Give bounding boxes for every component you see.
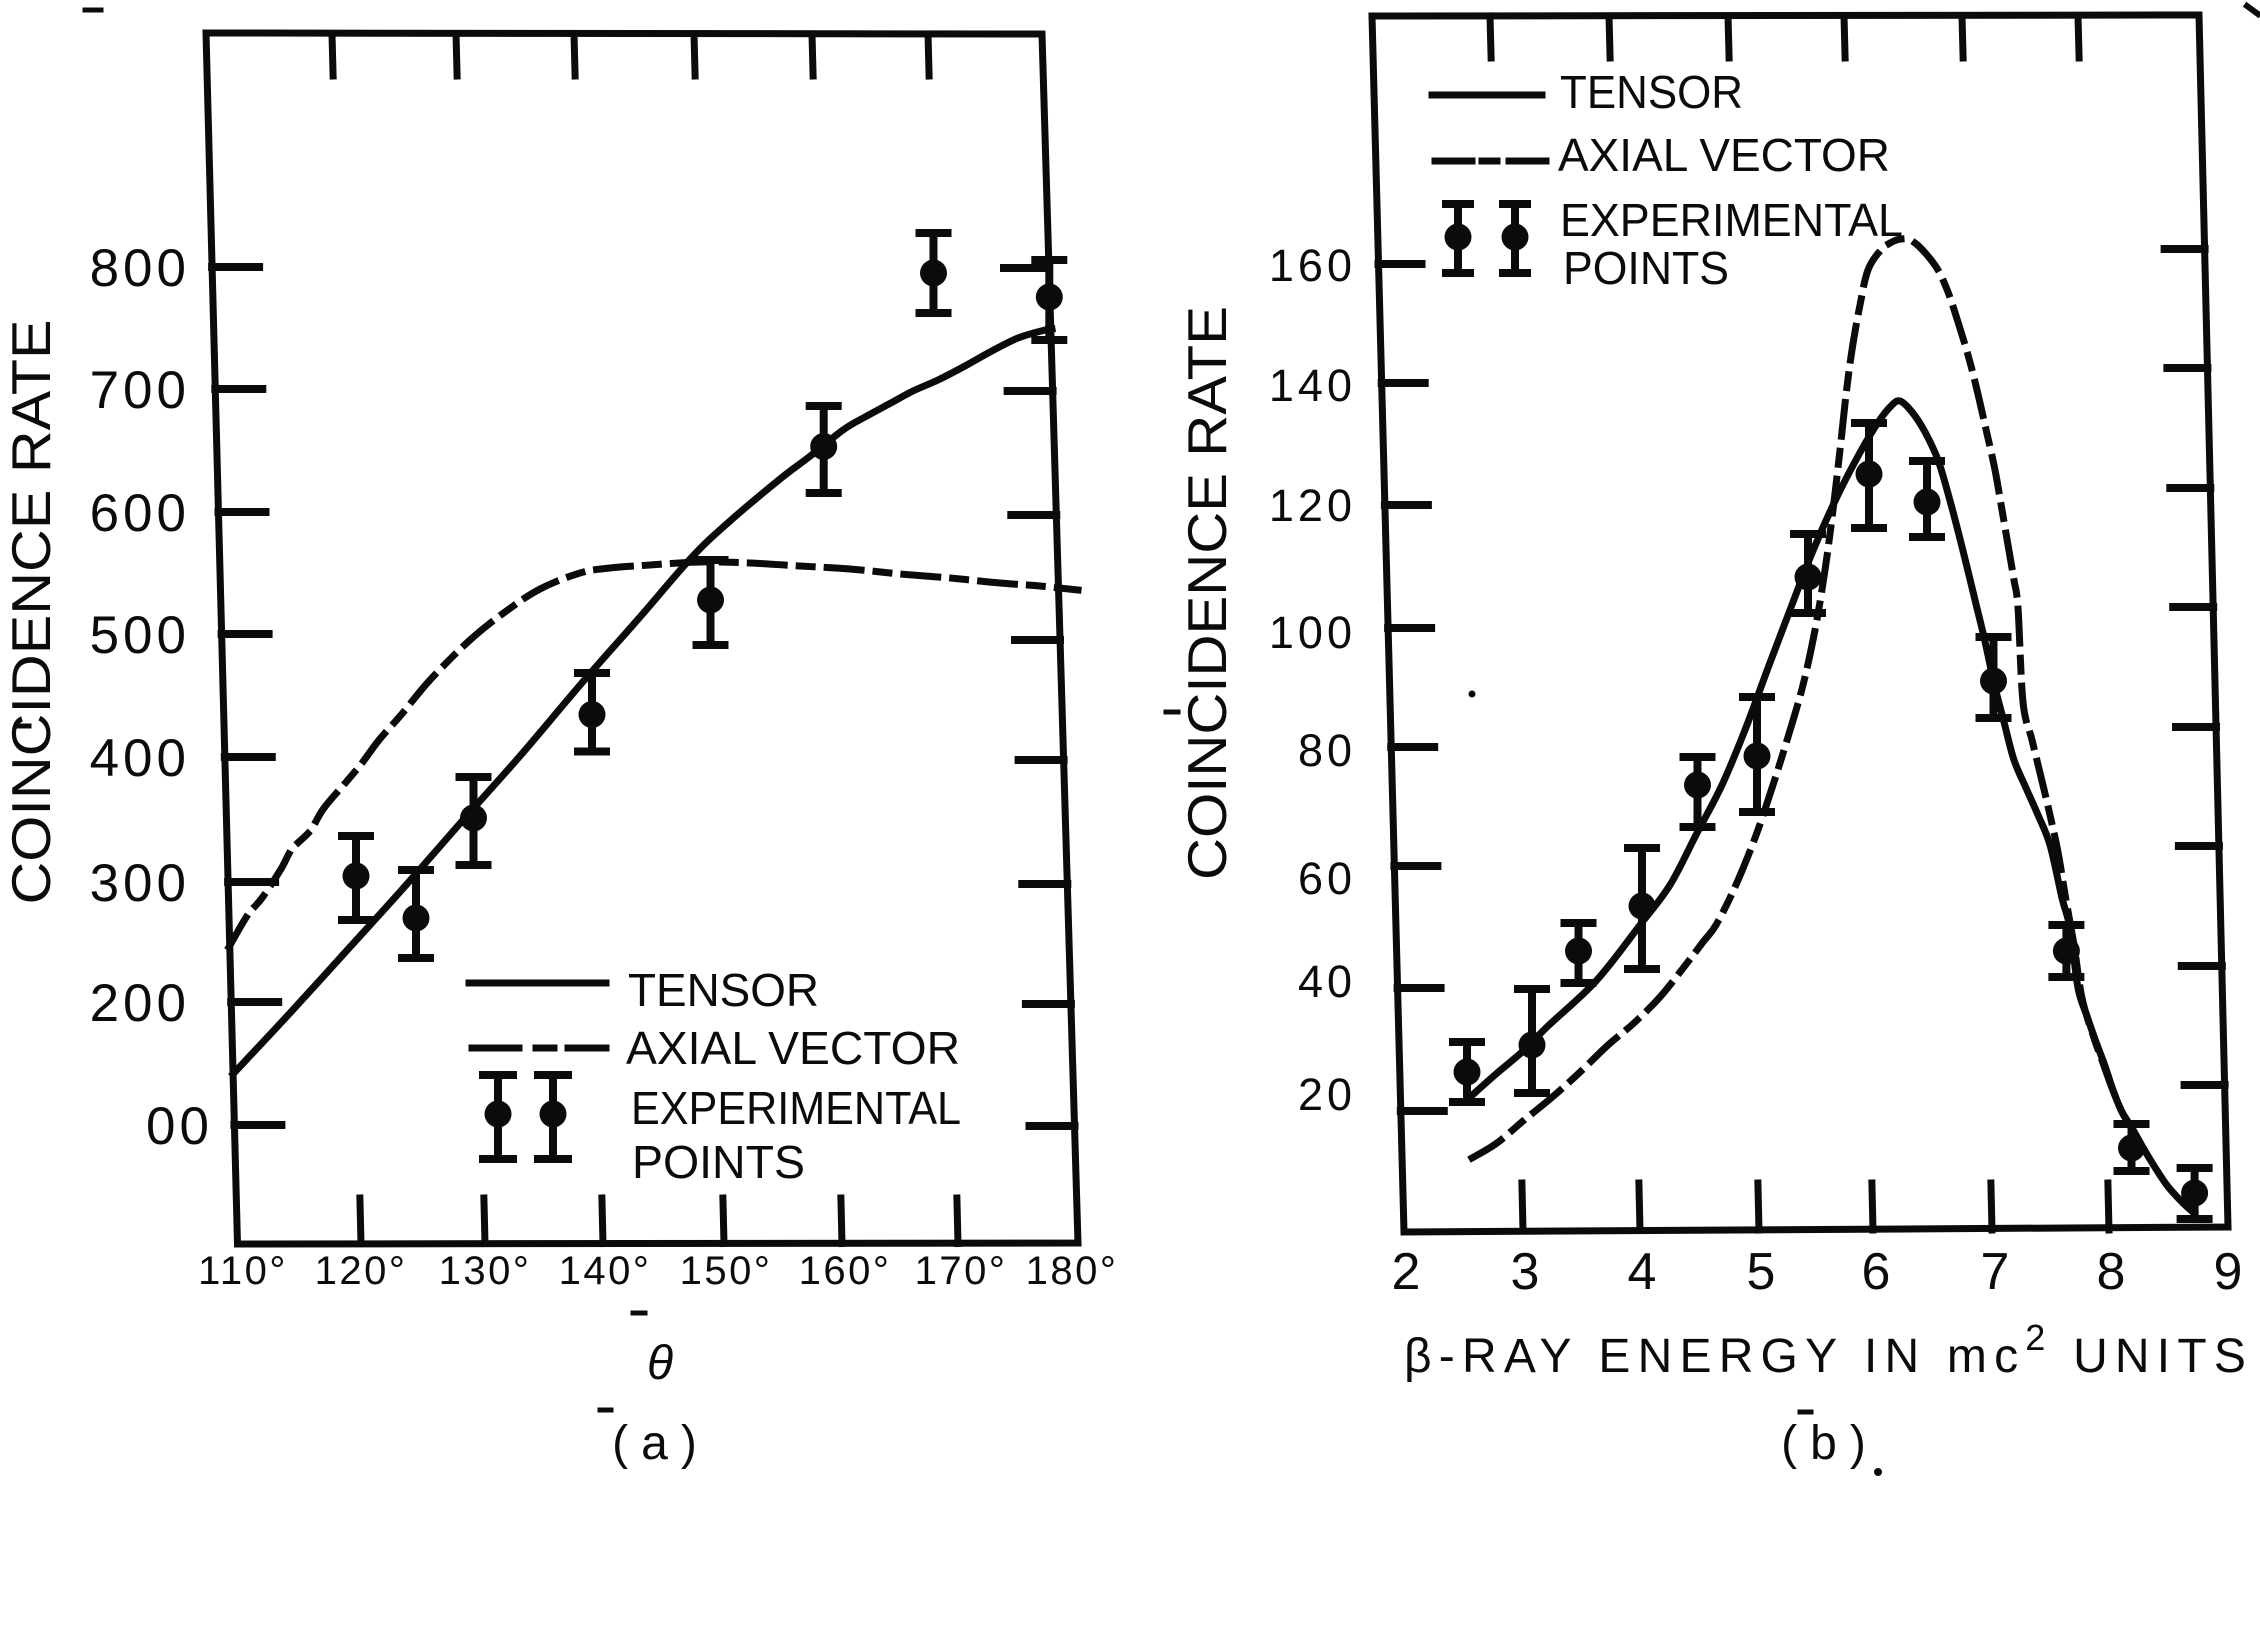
svg-text:COINCIDENCE RATE: COINCIDENCE RATE [1176, 306, 1238, 880]
svg-text:(b): (b) [1781, 1417, 1879, 1470]
svg-text:20: 20 [1298, 1069, 1356, 1120]
svg-text:40: 40 [1298, 956, 1356, 1007]
svg-text:130°: 130° [439, 1249, 532, 1293]
svg-text:4: 4 [1628, 1243, 1657, 1301]
svg-text:120°: 120° [315, 1249, 408, 1293]
svg-text:110°: 110° [198, 1249, 288, 1293]
svg-text:EXPERIMENTAL: EXPERIMENTAL [1560, 194, 1903, 246]
svg-text:300: 300 [90, 854, 190, 913]
svg-text:140: 140 [1269, 360, 1356, 411]
svg-text:(a): (a) [612, 1417, 710, 1470]
svg-text:7: 7 [1981, 1243, 2010, 1301]
svg-text:160: 160 [1269, 240, 1356, 291]
svg-text:6: 6 [1862, 1243, 1891, 1301]
svg-text:AXIAL VECTOR: AXIAL VECTOR [1558, 129, 1890, 181]
svg-text:TENSOR: TENSOR [1560, 66, 1743, 118]
svg-text:170°: 170° [915, 1249, 1008, 1293]
svg-text:700: 700 [90, 361, 190, 420]
svg-text:00: 00 [146, 1097, 213, 1156]
svg-text:2: 2 [1392, 1243, 1421, 1301]
svg-text:500: 500 [90, 606, 190, 665]
svg-text:5: 5 [1747, 1243, 1776, 1301]
svg-text:COINCIDENCE RATE: COINCIDENCE RATE [0, 320, 62, 905]
svg-text:8: 8 [2097, 1243, 2126, 1301]
svg-text:150°: 150° [680, 1249, 773, 1293]
svg-text:TENSOR: TENSOR [628, 964, 819, 1016]
svg-text:3: 3 [1511, 1243, 1540, 1301]
svg-text:600: 600 [90, 484, 190, 543]
svg-text:60: 60 [1298, 853, 1356, 904]
svg-text:80: 80 [1298, 725, 1356, 776]
svg-text:180°: 180° [1026, 1249, 1119, 1293]
svg-text:POINTS: POINTS [632, 1136, 805, 1188]
svg-text:200: 200 [90, 974, 190, 1033]
svg-text:120: 120 [1269, 480, 1356, 531]
svg-text:160°: 160° [799, 1249, 892, 1293]
svg-text:EXPERIMENTAL: EXPERIMENTAL [631, 1082, 961, 1134]
svg-text:9: 9 [2214, 1243, 2243, 1301]
svg-text:100: 100 [1269, 607, 1356, 658]
svg-text:AXIAL VECTOR: AXIAL VECTOR [626, 1022, 960, 1074]
svg-text:400: 400 [90, 729, 190, 788]
svg-text:800: 800 [90, 239, 190, 298]
svg-text:POINTS: POINTS [1563, 242, 1729, 294]
svg-text:140°: 140° [559, 1249, 652, 1293]
svg-text:θ: θ [647, 1337, 673, 1390]
